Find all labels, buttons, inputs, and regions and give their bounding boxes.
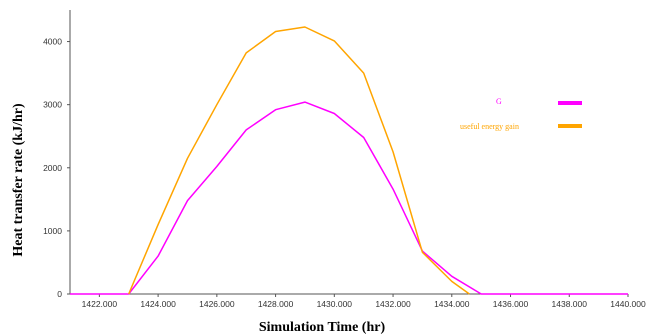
y-tick-label: 3000 — [43, 100, 62, 110]
y-tick-label: 4000 — [43, 37, 62, 47]
legend-label-useful-energy-gain: useful energy gain — [460, 122, 519, 131]
x-tick-label: 1438.000 — [552, 299, 588, 309]
x-tick-label: 1432.000 — [375, 299, 411, 309]
y-axis-title: Heat transfer rate (kJ/hr) — [11, 103, 26, 257]
x-tick-label: 1424.000 — [140, 299, 176, 309]
axes — [69, 10, 628, 295]
y-tick-label: 1000 — [43, 226, 62, 236]
series-line-useful-energy-gain — [128, 26, 470, 295]
y-tick-label: 0 — [57, 289, 62, 299]
x-axis-title: Simulation Time (hr) — [259, 320, 386, 335]
x-tick-label: 1436.000 — [493, 299, 529, 309]
legend-label-g: G — [496, 97, 502, 106]
ticks: 1422.000 1424.000 1426.000 1428.000 1430.000… — [43, 37, 646, 309]
series — [70, 26, 628, 295]
x-tick-label: 1430.000 — [317, 299, 353, 309]
legend: G useful energy gain — [460, 97, 582, 131]
y-tick-label: 2000 — [43, 163, 62, 173]
x-tick-label: 1422.000 — [82, 299, 118, 309]
x-tick-label: 1428.000 — [258, 299, 294, 309]
x-tick-label: 1434.000 — [434, 299, 470, 309]
x-tick-label: 1440.000 — [610, 299, 646, 309]
x-tick-label: 1426.000 — [199, 299, 235, 309]
series-line-g — [70, 101, 628, 295]
